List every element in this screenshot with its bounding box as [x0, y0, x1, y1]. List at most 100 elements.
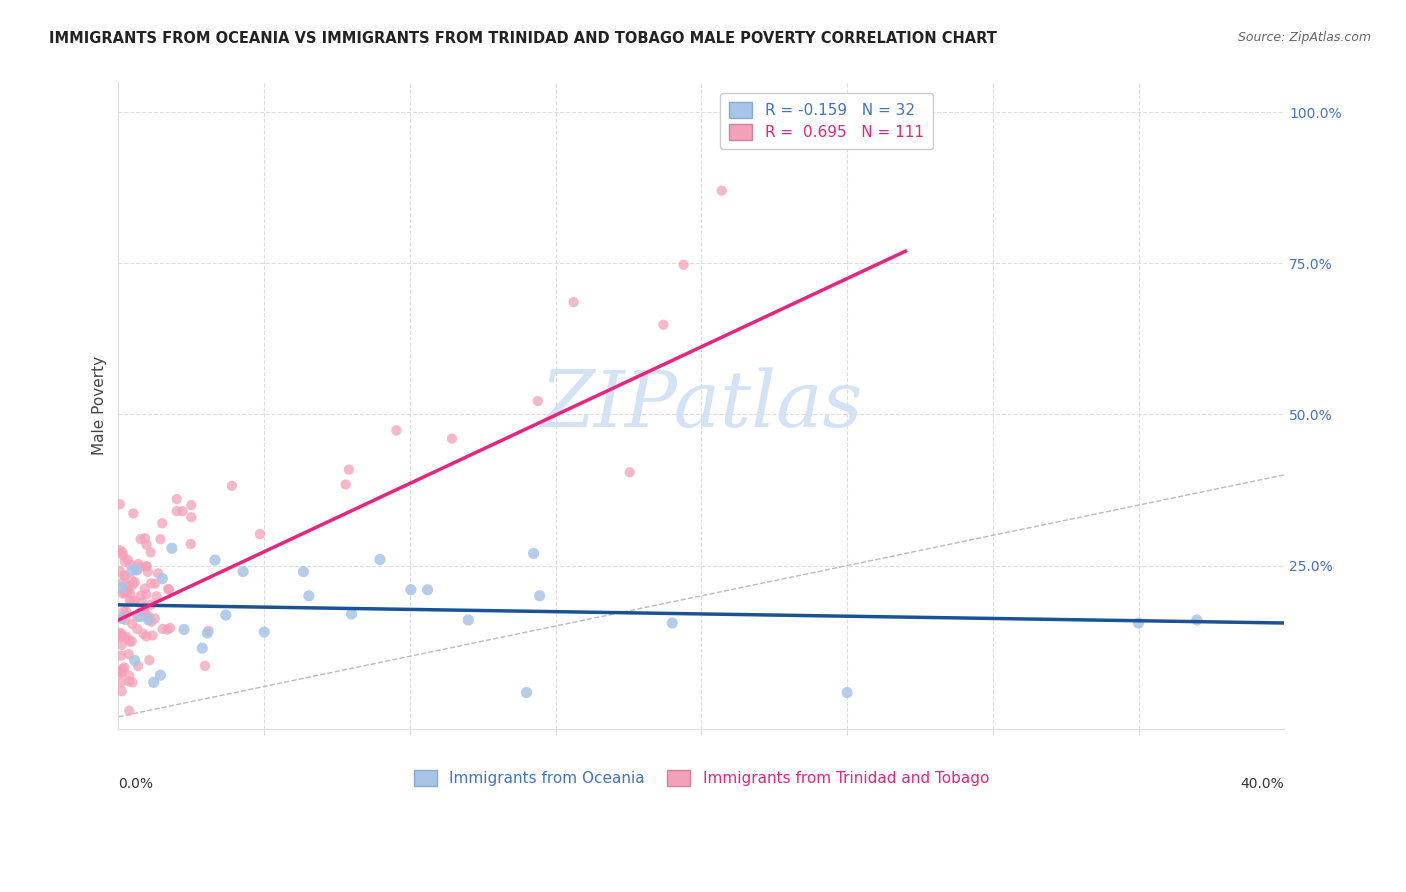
Point [124, 653, 146, 667]
Point [135, 629, 157, 643]
Point [159, 621, 181, 635]
Point [292, 565, 315, 579]
Point [150, 516, 173, 531]
Point [672, 258, 695, 272]
Point [197, 624, 219, 638]
Y-axis label: Male Poverty: Male Poverty [93, 356, 107, 455]
Point [108, 564, 131, 578]
Point [118, 593, 141, 607]
Text: 0.0%: 0.0% [118, 777, 153, 791]
Point [149, 668, 172, 682]
Point [127, 622, 149, 636]
Point [139, 598, 162, 612]
Point [142, 675, 165, 690]
Point [110, 630, 132, 644]
Point [710, 184, 733, 198]
Point [440, 432, 463, 446]
Point [135, 538, 157, 552]
Point [141, 628, 163, 642]
Point [337, 463, 360, 477]
Point [117, 553, 139, 567]
Point [122, 577, 145, 591]
Text: ZIPatlas: ZIPatlas [540, 368, 862, 443]
Point [125, 563, 148, 577]
Point [515, 685, 537, 699]
Point [180, 498, 202, 512]
Point [127, 563, 149, 577]
Point [114, 585, 136, 599]
Point [204, 553, 226, 567]
Point [143, 576, 166, 591]
Point [129, 589, 152, 603]
Point [132, 626, 155, 640]
Point [135, 559, 157, 574]
Point [118, 634, 141, 648]
Point [129, 532, 152, 546]
Point [399, 582, 422, 597]
Point [110, 628, 132, 642]
Point [835, 685, 858, 699]
Point [118, 668, 141, 682]
Point [191, 641, 214, 656]
Point [120, 586, 142, 600]
Point [156, 623, 179, 637]
Point [221, 479, 243, 493]
Point [652, 318, 675, 332]
Point [253, 625, 276, 640]
Point [121, 564, 143, 578]
Point [111, 662, 134, 676]
Point [1128, 615, 1150, 630]
Point [111, 576, 134, 591]
Point [108, 625, 131, 640]
Point [111, 684, 134, 698]
Point [139, 545, 162, 559]
Point [111, 638, 134, 652]
Point [108, 543, 131, 558]
Legend: Immigrants from Oceania, Immigrants from Trinidad and Tobago: Immigrants from Oceania, Immigrants from… [408, 764, 995, 792]
Point [117, 632, 139, 646]
Point [172, 504, 194, 518]
Point [232, 565, 254, 579]
Point [157, 582, 180, 597]
Point [111, 587, 134, 601]
Point [121, 594, 143, 608]
Point [385, 424, 408, 438]
Point [138, 653, 160, 667]
Point [118, 704, 141, 718]
Point [128, 609, 150, 624]
Point [562, 295, 585, 310]
Point [134, 605, 156, 619]
Point [523, 546, 546, 560]
Point [166, 491, 188, 506]
Point [141, 615, 163, 629]
Point [416, 582, 439, 597]
Point [152, 622, 174, 636]
Point [111, 611, 134, 625]
Point [160, 541, 183, 556]
Point [340, 607, 363, 621]
Point [118, 583, 141, 598]
Point [143, 611, 166, 625]
Point [110, 648, 132, 663]
Point [121, 634, 143, 648]
Point [173, 623, 195, 637]
Point [335, 477, 357, 491]
Point [112, 585, 135, 599]
Point [145, 589, 167, 603]
Point [114, 629, 136, 643]
Point [129, 559, 152, 574]
Point [166, 504, 188, 518]
Point [526, 394, 548, 409]
Point [180, 510, 202, 524]
Point [135, 559, 157, 574]
Point [1185, 613, 1208, 627]
Point [114, 613, 136, 627]
Point [112, 604, 135, 618]
Text: Source: ZipAtlas.com: Source: ZipAtlas.com [1237, 31, 1371, 45]
Point [180, 537, 202, 551]
Point [136, 610, 159, 624]
Point [124, 593, 146, 607]
Point [117, 579, 139, 593]
Text: IMMIGRANTS FROM OCEANIA VS IMMIGRANTS FROM TRINIDAD AND TOBAGO MALE POVERTY CORR: IMMIGRANTS FROM OCEANIA VS IMMIGRANTS FR… [49, 31, 997, 46]
Point [127, 659, 149, 673]
